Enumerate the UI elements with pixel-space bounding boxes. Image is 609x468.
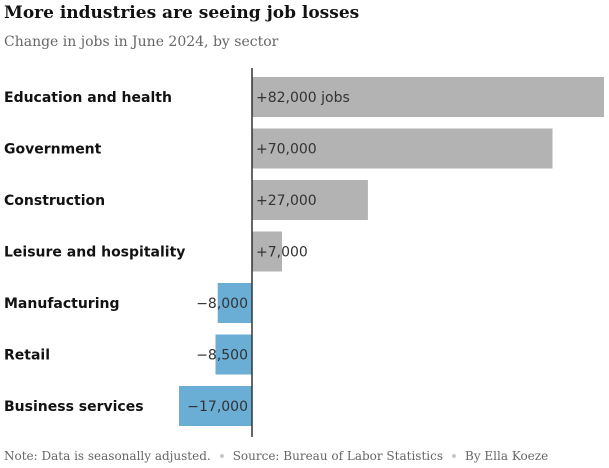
bar-retail (215, 334, 252, 375)
value-label-business-services: −17,000 (187, 399, 248, 415)
bar-construction (252, 180, 368, 220)
value-label-manufacturing: −8,000 (196, 296, 248, 312)
footer: Note: Data is seasonally adjusted. Source… (4, 449, 548, 463)
category-label-education-and-health: Education and health (4, 90, 172, 106)
footer-source: Source: Bureau of Labor Statistics (232, 449, 443, 463)
separator-dot (219, 453, 224, 458)
bar-chart: Education and health +82,000 jobs Governme… (4, 68, 604, 437)
value-label-government: +70,000 (256, 142, 317, 158)
category-label-retail: Retail (4, 348, 50, 364)
category-label-manufacturing: Manufacturing (4, 296, 120, 312)
separator-dot (452, 453, 456, 458)
category-label-business-services: Business services (4, 399, 144, 415)
bar-manufacturing (217, 283, 252, 323)
bar-leisure-and-hospitality (252, 231, 282, 272)
category-label-leisure-and-hospitality: Leisure and hospitality (4, 245, 185, 261)
category-label-government: Government (4, 142, 102, 158)
bar-government (252, 128, 553, 169)
footer-note: Note: Data is seasonally adjusted. (4, 449, 211, 463)
value-label-construction: +27,000 (256, 193, 317, 209)
footer-byline: By Ella Koeze (465, 449, 549, 463)
bar-business-services (179, 386, 252, 426)
value-label-leisure-and-hospitality: +7,000 (256, 245, 308, 261)
value-label-retail: −8,500 (196, 348, 248, 364)
bar-education-and-health (252, 77, 604, 117)
chart-title: More industries are seeing job losses (4, 3, 360, 23)
category-label-construction: Construction (4, 193, 105, 209)
value-label-education-and-health: +82,000 jobs (256, 90, 350, 106)
chart-subtitle: Change in jobs in June 2024, by sector (4, 34, 279, 50)
